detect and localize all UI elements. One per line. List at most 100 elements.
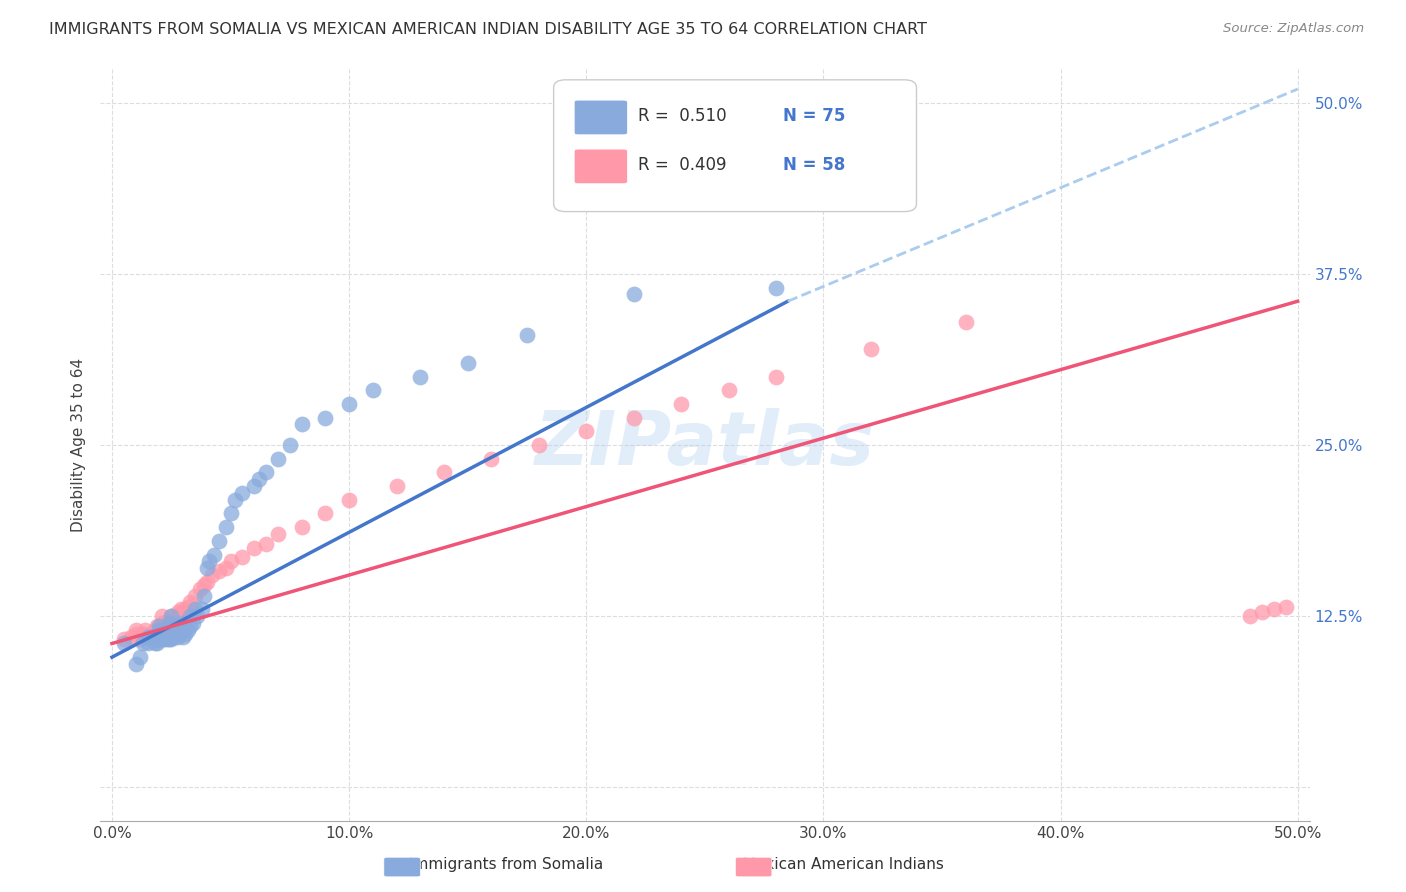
Point (859, 342, 882, 356)
Point (167, 623, 190, 637)
Point (157, 615, 180, 630)
Point (291, 520, 314, 534)
Point (575, 425, 598, 439)
Point (254, 536, 277, 550)
Point (174, 602, 197, 616)
Point (219, 507, 242, 521)
Point (132, 636, 155, 650)
Point (208, 564, 231, 578)
Point (141, 630, 163, 644)
Point (267, 451, 290, 466)
Point (162, 623, 184, 637)
Point (143, 623, 166, 637)
Point (254, 466, 277, 480)
Point (170, 602, 193, 616)
Point (148, 627, 170, 641)
Point (160, 632, 183, 647)
Point (157, 627, 180, 641)
Point (160, 609, 183, 624)
Point (186, 609, 208, 624)
Point (125, 623, 148, 637)
Point (155, 632, 177, 647)
Point (146, 618, 169, 632)
Point (153, 618, 176, 632)
FancyBboxPatch shape (554, 79, 917, 211)
Point (198, 554, 221, 568)
Point (148, 632, 170, 647)
Point (172, 630, 194, 644)
Point (141, 632, 163, 647)
Point (146, 627, 169, 641)
Point (153, 632, 176, 647)
Point (765, 369, 787, 384)
Text: Source: ZipAtlas.com: Source: ZipAtlas.com (1223, 22, 1364, 36)
Point (247, 472, 270, 486)
Point (146, 630, 169, 644)
Point (179, 618, 201, 632)
Point (125, 627, 148, 641)
Point (215, 561, 238, 575)
Point (148, 623, 170, 637)
Point (193, 589, 215, 603)
Point (112, 632, 135, 647)
Point (129, 650, 152, 665)
Point (157, 632, 180, 647)
Point (148, 618, 170, 632)
Point (112, 636, 135, 650)
Point (148, 623, 170, 637)
Text: Mexican American Indians: Mexican American Indians (744, 857, 943, 872)
Point (150, 615, 173, 630)
Point (219, 554, 242, 568)
Point (146, 636, 169, 650)
Point (125, 657, 148, 671)
Point (165, 609, 187, 624)
Point (224, 492, 246, 507)
Point (134, 623, 156, 637)
Point (361, 383, 384, 397)
Point (143, 636, 166, 650)
Point (143, 632, 166, 647)
Point (243, 479, 266, 493)
Point (174, 627, 197, 641)
Point (337, 492, 360, 507)
Point (132, 627, 155, 641)
Point (150, 630, 173, 644)
Point (191, 602, 214, 616)
Point (177, 623, 200, 637)
Point (129, 632, 152, 647)
Point (160, 627, 183, 641)
Text: ZIPatlas: ZIPatlas (534, 409, 875, 482)
Point (457, 356, 479, 370)
Point (172, 605, 194, 619)
Point (148, 630, 170, 644)
Point (623, 410, 645, 425)
Point (267, 527, 290, 541)
Point (177, 599, 200, 614)
Point (136, 630, 159, 644)
Point (139, 630, 162, 644)
Point (231, 486, 253, 500)
Point (385, 479, 408, 493)
Point (195, 561, 218, 575)
Point (1263, 602, 1285, 616)
Point (669, 397, 692, 411)
Text: R =  0.409: R = 0.409 (638, 156, 727, 174)
Point (337, 397, 360, 411)
Point (1251, 605, 1274, 619)
Point (208, 533, 231, 548)
Point (291, 417, 314, 432)
Y-axis label: Disability Age 35 to 64: Disability Age 35 to 64 (72, 358, 86, 532)
Point (409, 369, 432, 384)
Point (1239, 609, 1261, 624)
Point (120, 630, 142, 644)
Text: N = 58: N = 58 (783, 156, 845, 174)
Point (314, 410, 336, 425)
Point (146, 632, 169, 647)
Point (148, 630, 170, 644)
Point (278, 438, 301, 452)
Point (314, 507, 336, 521)
Point (623, 287, 645, 301)
Point (136, 630, 159, 644)
Text: IMMIGRANTS FROM SOMALIA VS MEXICAN AMERICAN INDIAN DISABILITY AGE 35 TO 64 CORRE: IMMIGRANTS FROM SOMALIA VS MEXICAN AMERI… (49, 22, 927, 37)
Point (516, 328, 538, 343)
